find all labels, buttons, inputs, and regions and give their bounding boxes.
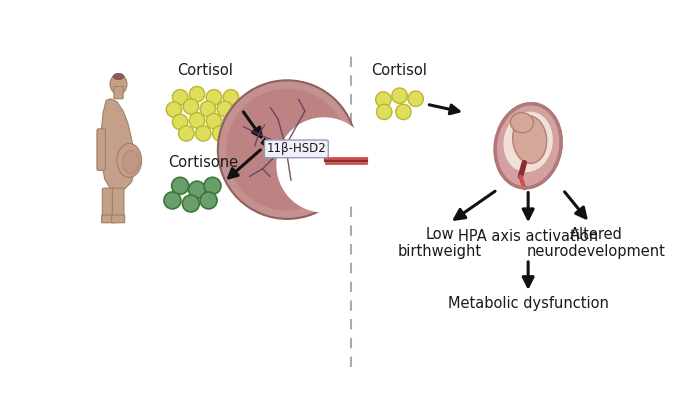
Text: Cortisol: Cortisol — [177, 63, 232, 78]
Text: 11β-HSD2: 11β-HSD2 — [267, 142, 326, 155]
Circle shape — [204, 177, 221, 194]
Ellipse shape — [122, 150, 139, 173]
Text: Cortisol: Cortisol — [371, 63, 427, 78]
FancyBboxPatch shape — [97, 129, 106, 171]
Text: Altered
neurodevelopment: Altered neurodevelopment — [526, 227, 665, 259]
Circle shape — [172, 114, 188, 129]
Circle shape — [376, 92, 391, 107]
Circle shape — [172, 90, 188, 105]
Circle shape — [223, 114, 239, 129]
Circle shape — [206, 114, 222, 129]
Circle shape — [217, 101, 232, 116]
Text: HPA axis activation: HPA axis activation — [458, 229, 598, 244]
Circle shape — [189, 86, 204, 102]
FancyBboxPatch shape — [102, 215, 115, 223]
Circle shape — [392, 88, 407, 103]
Circle shape — [183, 195, 200, 212]
Ellipse shape — [512, 116, 547, 163]
Circle shape — [276, 117, 372, 213]
FancyBboxPatch shape — [111, 215, 125, 223]
Circle shape — [188, 181, 206, 198]
FancyBboxPatch shape — [114, 86, 123, 99]
FancyBboxPatch shape — [265, 140, 328, 158]
Text: Metabolic dysfunction: Metabolic dysfunction — [448, 296, 608, 311]
FancyBboxPatch shape — [112, 188, 124, 220]
Circle shape — [178, 126, 194, 141]
Circle shape — [395, 104, 411, 119]
Ellipse shape — [117, 143, 141, 177]
Circle shape — [189, 113, 204, 128]
Circle shape — [195, 126, 211, 141]
Circle shape — [166, 102, 182, 117]
Circle shape — [377, 104, 392, 119]
FancyBboxPatch shape — [102, 188, 114, 220]
Circle shape — [200, 192, 217, 209]
Circle shape — [206, 90, 222, 105]
Circle shape — [408, 91, 424, 106]
Polygon shape — [101, 99, 135, 192]
Ellipse shape — [113, 73, 124, 80]
Ellipse shape — [503, 111, 553, 172]
Circle shape — [218, 80, 356, 219]
Circle shape — [183, 99, 199, 114]
Circle shape — [164, 192, 181, 209]
Ellipse shape — [495, 103, 561, 188]
Circle shape — [223, 90, 239, 105]
Circle shape — [226, 89, 348, 211]
Circle shape — [200, 101, 216, 116]
Ellipse shape — [510, 113, 533, 133]
Text: Low
birthweight: Low birthweight — [398, 227, 482, 259]
Circle shape — [212, 126, 228, 141]
Ellipse shape — [110, 74, 127, 94]
Text: Cortisone: Cortisone — [168, 155, 238, 170]
Circle shape — [172, 177, 188, 194]
